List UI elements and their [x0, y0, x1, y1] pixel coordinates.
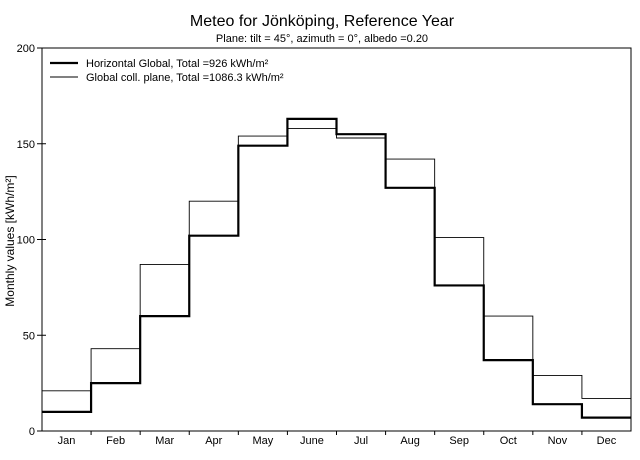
series-2-line: [42, 127, 631, 399]
x-tick-label-dec: Dec: [597, 435, 617, 447]
x-tick-label-feb: Feb: [106, 435, 125, 447]
legend-entry-2: Global coll. plane, Total =1086.3 kWh/m²: [86, 72, 284, 84]
legend-entry-1: Horizontal Global, Total =926 kWh/m²: [86, 58, 269, 70]
x-tick-label-may: May: [252, 435, 273, 447]
series-1-line: [42, 117, 631, 419]
chart-subtitle: Plane: tilt = 45°, azimuth = 0°, albedo …: [216, 33, 428, 45]
x-tick-label-aug: Aug: [400, 435, 420, 447]
x-tick-label-nov: Nov: [548, 435, 568, 447]
x-tick-label-sep: Sep: [449, 435, 469, 447]
x-tick-label-jan: Jan: [58, 435, 76, 447]
y-tick-label-50: 50: [23, 330, 35, 342]
x-tick-label-jul: Jul: [354, 435, 368, 447]
y-tick-label-100: 100: [17, 235, 35, 247]
x-tick-label-mar: Mar: [155, 435, 174, 447]
x-tick-label-apr: Apr: [205, 435, 222, 447]
x-tick-label-oct: Oct: [500, 435, 517, 447]
y-axis-label: Monthly values [kWh/m²]: [3, 175, 17, 306]
y-tick-label-200: 200: [17, 43, 35, 55]
plot-area: 0 50 100 150 200 Jan Feb Mar Apr May June Jul Aug Sep…: [17, 43, 632, 447]
y-tick-label-150: 150: [17, 139, 35, 151]
chart-title: Meteo for Jönköping, Reference Year: [190, 13, 455, 30]
plot-frame: [41, 47, 632, 432]
y-tick-label-0: 0: [29, 426, 35, 438]
x-tick-label-june: June: [300, 435, 324, 447]
